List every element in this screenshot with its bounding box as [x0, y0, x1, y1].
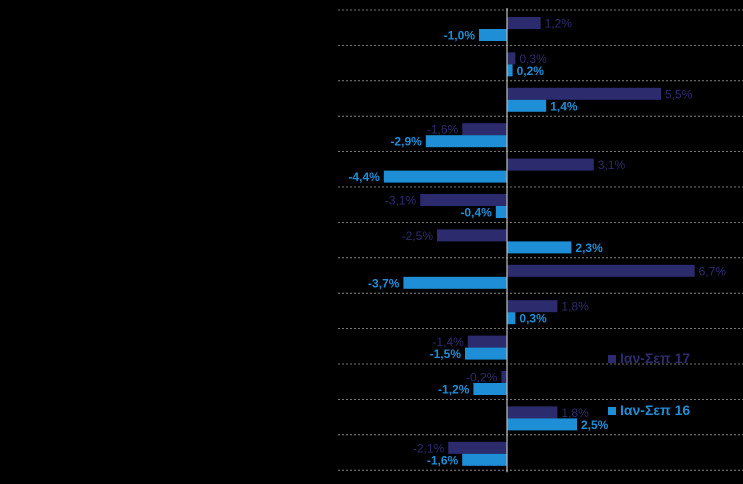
bar-series-1-row-8 — [507, 312, 516, 325]
data-label-series-0-row-6: -2,5% — [402, 229, 434, 243]
data-label-series-1-row-6: 2,3% — [575, 241, 603, 255]
data-labels: 1,2% 0,3% 5,5% -1,6% 3,1% -3,1% -2,5% 6,7% 1,8% -… — [348, 17, 726, 468]
data-label-series-0-row-8: 1,8% — [561, 300, 589, 314]
data-label-series-1-row-2: 1,4% — [550, 99, 578, 113]
bar-series-0-row-3 — [462, 123, 507, 136]
bar-series-1-row-12 — [462, 453, 507, 466]
data-label-series-0-row-12: -2,1% — [413, 441, 445, 455]
data-label-series-0-row-2: 5,5% — [665, 87, 693, 101]
data-label-series-1-row-7: -3,7% — [368, 276, 400, 290]
bar-series-0-row-10 — [501, 371, 507, 383]
legend-item-2017: Ιαν-Σεπ 17 — [608, 350, 690, 366]
data-label-series-1-row-10: -1,2% — [438, 383, 470, 397]
bar-series-1-row-6 — [507, 241, 572, 254]
bar-series-1-row-1 — [507, 64, 513, 77]
data-label-series-1-row-11: 2,5% — [581, 418, 609, 432]
data-label-series-0-row-5: -3,1% — [385, 194, 417, 208]
bar-series-0-row-0 — [507, 17, 541, 29]
gridlines — [338, 9, 743, 471]
data-label-series-0-row-11: 1,8% — [561, 406, 589, 420]
bar-series-1-row-10 — [473, 383, 507, 395]
bar-series-1-row-0 — [479, 29, 507, 41]
bar-series-0-row-7 — [507, 264, 695, 277]
bar-series-1-row-11 — [507, 418, 577, 431]
bar-series-1-row-9 — [465, 347, 507, 360]
legend-item-2016: Ιαν-Σεπ 16 — [608, 402, 690, 418]
data-label-series-0-row-0: 1,2% — [545, 17, 573, 31]
bar-series-1-row-4 — [383, 170, 507, 183]
bar-series-1-row-5 — [495, 206, 507, 218]
bar-series-0-row-9 — [467, 335, 507, 348]
bar-series-0-row-11 — [507, 406, 558, 419]
bar-series-0-row-4 — [507, 158, 594, 171]
data-label-series-1-row-0: -1,0% — [444, 29, 476, 43]
legend-swatch-2016 — [608, 407, 616, 416]
legend-swatch-2017 — [608, 355, 616, 364]
bar-series-0-row-8 — [507, 300, 558, 313]
data-label-series-1-row-4: -4,4% — [348, 170, 380, 184]
data-label-series-1-row-12: -1,6% — [427, 453, 459, 467]
legend-label-2016: Ιαν-Σεπ 16 — [620, 402, 691, 418]
data-label-series-0-row-9: -1,4% — [432, 335, 464, 349]
data-label-series-1-row-8: 0,3% — [519, 312, 547, 326]
data-label-series-0-row-1: 0,3% — [519, 52, 547, 66]
data-label-series-1-row-5: -0,4% — [460, 206, 492, 220]
data-label-series-1-row-1: 0,2% — [517, 64, 545, 78]
bar-series-1-row-7 — [403, 276, 507, 289]
bar-series-0-row-5 — [420, 194, 507, 206]
bars — [383, 17, 695, 466]
data-label-series-1-row-3: -2,9% — [390, 135, 422, 149]
bar-series-1-row-3 — [425, 135, 507, 148]
bar-series-1-row-2 — [507, 99, 547, 112]
legend-label-2017: Ιαν-Σεπ 17 — [620, 350, 691, 366]
bar-series-0-row-6 — [437, 229, 507, 242]
data-label-series-0-row-7: 6,7% — [699, 264, 727, 278]
data-label-series-0-row-3: -1,6% — [427, 123, 459, 137]
bar-series-0-row-12 — [448, 441, 507, 454]
bar-series-0-row-1 — [507, 52, 516, 65]
bar-series-0-row-2 — [507, 87, 661, 100]
data-label-series-1-row-9: -1,5% — [430, 347, 462, 361]
data-label-series-0-row-4: 3,1% — [598, 158, 626, 172]
data-label-series-0-row-10: -0,2% — [466, 371, 498, 385]
